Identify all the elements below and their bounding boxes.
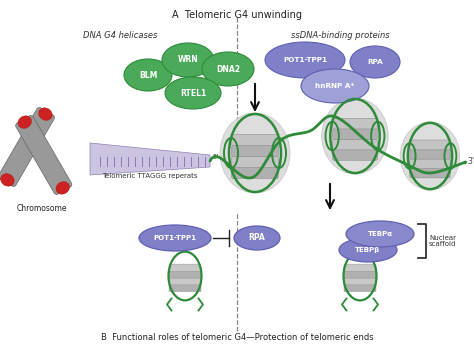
FancyBboxPatch shape bbox=[169, 278, 201, 285]
Ellipse shape bbox=[173, 82, 213, 104]
Ellipse shape bbox=[131, 64, 165, 86]
Ellipse shape bbox=[170, 48, 206, 72]
Ellipse shape bbox=[139, 225, 211, 251]
Ellipse shape bbox=[350, 46, 400, 78]
Text: RPA: RPA bbox=[249, 233, 265, 243]
Text: Nuclear
scaffold: Nuclear scaffold bbox=[429, 234, 456, 247]
Ellipse shape bbox=[56, 182, 70, 194]
Text: B  Functional roles of telomeric G4—Protection of telomeric ends: B Functional roles of telomeric G4—Prote… bbox=[100, 333, 374, 342]
Ellipse shape bbox=[234, 226, 280, 250]
Text: RTEL1: RTEL1 bbox=[180, 88, 206, 98]
Text: POT1-TPP1: POT1-TPP1 bbox=[154, 235, 197, 241]
Ellipse shape bbox=[0, 174, 14, 186]
Ellipse shape bbox=[210, 57, 246, 81]
Text: POT1-TPP1: POT1-TPP1 bbox=[283, 57, 327, 63]
Ellipse shape bbox=[147, 235, 202, 249]
FancyBboxPatch shape bbox=[231, 157, 279, 167]
FancyBboxPatch shape bbox=[231, 146, 279, 157]
FancyBboxPatch shape bbox=[169, 264, 201, 271]
Ellipse shape bbox=[202, 52, 254, 86]
FancyBboxPatch shape bbox=[344, 271, 376, 278]
Text: 3': 3' bbox=[467, 157, 474, 166]
FancyBboxPatch shape bbox=[0, 107, 55, 186]
Ellipse shape bbox=[124, 59, 172, 91]
FancyBboxPatch shape bbox=[333, 118, 377, 129]
Text: hnRNP A*: hnRNP A* bbox=[315, 83, 355, 89]
FancyBboxPatch shape bbox=[169, 271, 201, 278]
Ellipse shape bbox=[301, 69, 369, 103]
Ellipse shape bbox=[277, 55, 333, 72]
Ellipse shape bbox=[346, 221, 414, 247]
Ellipse shape bbox=[39, 108, 52, 120]
Text: WRN: WRN bbox=[178, 55, 199, 65]
Ellipse shape bbox=[400, 122, 460, 190]
Text: BLM: BLM bbox=[139, 71, 157, 79]
Ellipse shape bbox=[322, 98, 388, 174]
Ellipse shape bbox=[240, 236, 274, 246]
FancyBboxPatch shape bbox=[231, 167, 279, 179]
FancyBboxPatch shape bbox=[410, 150, 450, 159]
Text: DNA G4 helicases: DNA G4 helicases bbox=[83, 31, 157, 40]
FancyBboxPatch shape bbox=[333, 150, 377, 160]
Text: TEBPβ: TEBPβ bbox=[356, 247, 381, 253]
Ellipse shape bbox=[311, 82, 359, 97]
Ellipse shape bbox=[165, 77, 221, 109]
Text: A  Telomeric G4 unwinding: A Telomeric G4 unwinding bbox=[172, 10, 302, 20]
Ellipse shape bbox=[220, 113, 290, 193]
Ellipse shape bbox=[357, 58, 392, 72]
Text: Telomeric TTAGGG reperats: Telomeric TTAGGG reperats bbox=[102, 173, 198, 179]
FancyBboxPatch shape bbox=[333, 129, 377, 139]
Ellipse shape bbox=[265, 42, 345, 78]
FancyBboxPatch shape bbox=[344, 278, 376, 285]
FancyBboxPatch shape bbox=[344, 284, 376, 292]
Text: TEBPα: TEBPα bbox=[367, 231, 392, 237]
FancyBboxPatch shape bbox=[16, 115, 72, 194]
FancyBboxPatch shape bbox=[410, 159, 450, 168]
Ellipse shape bbox=[347, 247, 389, 258]
FancyBboxPatch shape bbox=[410, 140, 450, 150]
FancyBboxPatch shape bbox=[333, 139, 377, 150]
Text: 5': 5' bbox=[212, 154, 218, 160]
Ellipse shape bbox=[339, 238, 397, 262]
Text: DNA2: DNA2 bbox=[216, 65, 240, 73]
FancyBboxPatch shape bbox=[410, 168, 450, 178]
FancyBboxPatch shape bbox=[344, 264, 376, 271]
Ellipse shape bbox=[355, 232, 405, 244]
Text: ssDNA-binding proteins: ssDNA-binding proteins bbox=[291, 31, 389, 40]
FancyBboxPatch shape bbox=[231, 134, 279, 146]
Text: Chromosome: Chromosome bbox=[17, 204, 67, 213]
FancyBboxPatch shape bbox=[169, 284, 201, 292]
Ellipse shape bbox=[162, 43, 214, 77]
Ellipse shape bbox=[18, 116, 31, 128]
Text: RPA: RPA bbox=[367, 59, 383, 65]
Polygon shape bbox=[90, 143, 210, 175]
